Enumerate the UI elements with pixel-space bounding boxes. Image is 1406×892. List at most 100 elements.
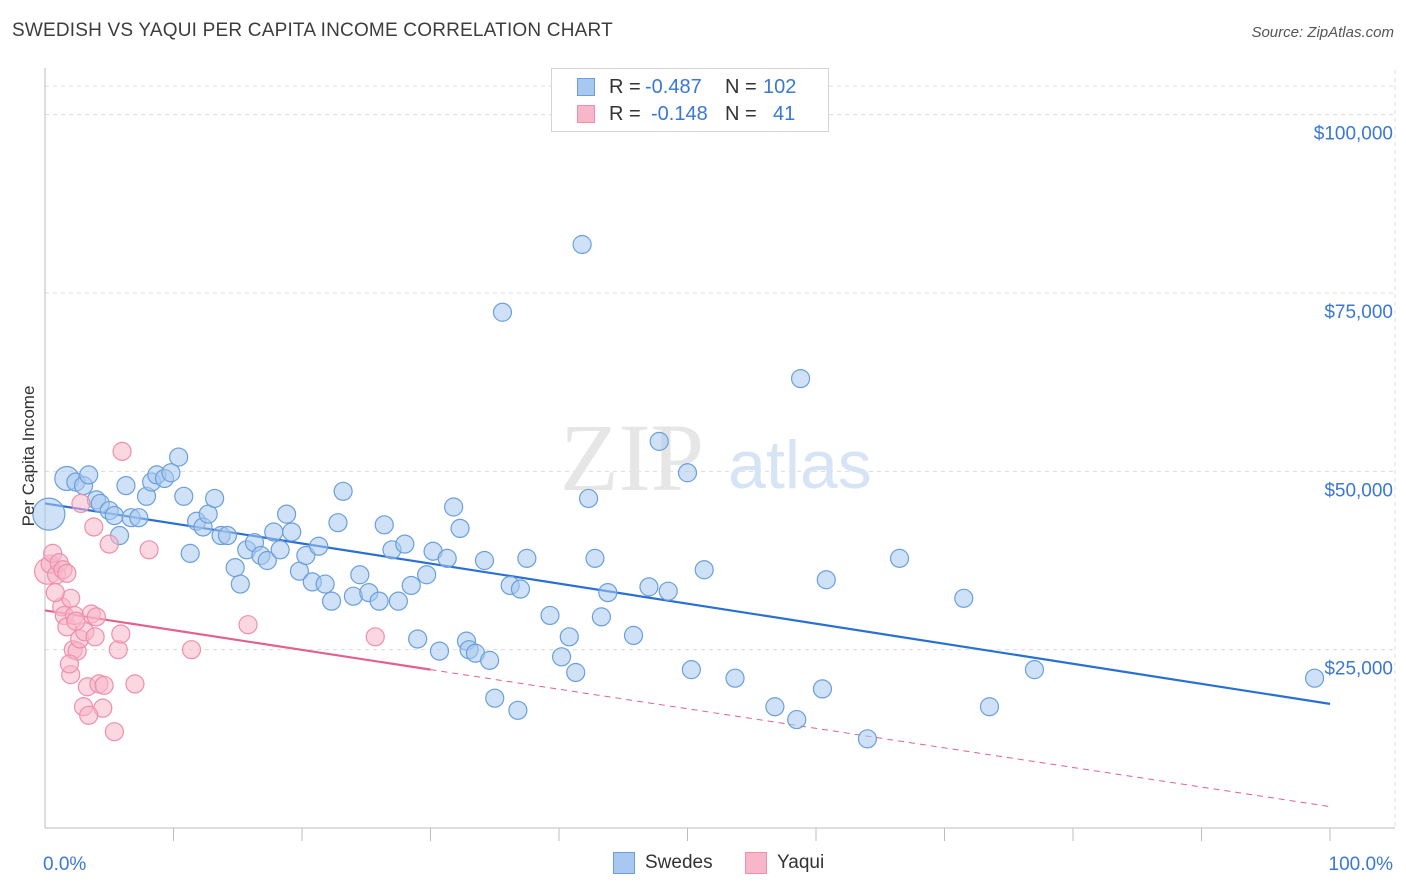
swedes-point: [492, 302, 513, 322]
swedes-point: [979, 697, 1000, 717]
r-value: -0.487: [645, 75, 702, 98]
swedes-point: [954, 588, 974, 608]
swedes-point: [205, 488, 225, 509]
yaqui-point: [84, 517, 104, 537]
swedes-point: [328, 513, 348, 533]
swedes-point: [474, 550, 495, 571]
swedes-point: [551, 647, 572, 667]
swedes-point: [270, 540, 290, 560]
swedes-point: [578, 488, 599, 509]
swedes-legend-label: Swedes: [645, 852, 713, 873]
yaqui-point: [99, 534, 119, 554]
swedes-point: [591, 607, 612, 627]
swedes-point: [437, 548, 457, 568]
yaqui-point: [66, 611, 86, 631]
swedes-swatch-icon: [577, 78, 595, 96]
swedes-point: [129, 508, 149, 528]
yaqui-point: [139, 540, 159, 560]
swedes-point: [444, 497, 464, 517]
n-label: N =: [725, 75, 757, 98]
swedes-point: [104, 505, 124, 526]
y-tick-label: $75,000: [1324, 302, 1393, 323]
y-tick-label: $25,000: [1324, 659, 1393, 680]
yaqui-trend-line: [44, 609, 431, 671]
yaqui-point: [108, 640, 128, 660]
swedes-point: [485, 688, 505, 708]
correlation-legend: R = -0.487 N = 102 R = -0.148 N = 41: [551, 68, 829, 132]
swedes-point: [401, 575, 421, 596]
swedes-point: [649, 431, 669, 451]
yaqui-swatch-icon: [577, 105, 595, 123]
swedes-point: [217, 525, 238, 546]
swedes-point: [812, 679, 833, 699]
yaqui-point: [111, 624, 131, 644]
swedes-point: [559, 627, 579, 647]
data-points: [32, 234, 1325, 749]
swedes-point: [508, 700, 528, 720]
r-value: -0.148: [651, 102, 708, 125]
swedes-point: [309, 536, 329, 556]
swedes-point: [276, 504, 297, 524]
swedes-point: [395, 534, 415, 554]
swedes-point: [450, 518, 470, 539]
watermark: ZIP atlas: [560, 404, 872, 511]
swedes-point: [517, 548, 537, 568]
swedes-point: [639, 577, 659, 597]
chart-source: Source: ZipAtlas.com: [1251, 24, 1394, 41]
swedes-point: [321, 591, 342, 611]
swedes-point: [658, 581, 678, 601]
swedes-point: [677, 463, 698, 483]
n-value: 41: [773, 102, 796, 125]
swedes-point: [566, 662, 586, 683]
axes: [44, 68, 1395, 841]
yaqui-trend-extension: [430, 669, 1331, 808]
legend-item-yaqui: Yaqui: [745, 852, 824, 874]
swedes-point: [790, 369, 811, 389]
yaqui-point: [45, 582, 65, 603]
n-value: 102: [763, 75, 797, 98]
yaqui-point: [125, 674, 145, 694]
swedes-point: [417, 565, 437, 585]
swedes-point: [694, 560, 714, 580]
r-label: R =: [609, 102, 641, 125]
swedes-point: [116, 476, 136, 496]
swedes-point: [585, 548, 605, 568]
swedes-point: [79, 465, 99, 485]
tick-labels: $25,000 $50,000 $75,000 $100,000 0.0% 100.0%: [43, 124, 1393, 875]
swedes-point: [333, 481, 353, 501]
swedes-point: [388, 591, 408, 611]
swedes-point: [540, 605, 560, 626]
swedes-point: [725, 668, 745, 688]
yaqui-point: [94, 675, 114, 695]
grid-lines: [45, 70, 1396, 828]
swedes-point: [296, 545, 316, 566]
swedes-point: [169, 447, 189, 467]
yaqui-point: [112, 441, 132, 461]
swedes-point: [787, 709, 807, 730]
swedes-point: [369, 591, 389, 611]
yaqui-point: [59, 654, 80, 674]
watermark-atlas: atlas: [728, 427, 872, 503]
swedes-point: [230, 574, 250, 594]
yaqui-point: [85, 627, 105, 647]
y-tick-label: $100,000: [1314, 124, 1393, 145]
swedes-point: [510, 579, 531, 599]
swedes-point: [1304, 668, 1325, 688]
y-tick-label: $50,000: [1324, 480, 1393, 501]
yaqui-point: [57, 563, 77, 583]
yaqui-point: [104, 722, 124, 742]
x-tick-label: 0.0%: [43, 854, 86, 875]
yaqui-point: [79, 705, 99, 725]
swedes-point: [32, 497, 66, 531]
legend-item-swedes: Swedes: [613, 852, 713, 874]
swedes-point: [572, 234, 592, 255]
swedes-point: [623, 625, 644, 646]
swedes-point: [374, 515, 394, 535]
yaqui-legend-label: Yaqui: [777, 852, 825, 873]
yaqui-point: [365, 627, 385, 647]
x-tick-label: 100.0%: [1329, 854, 1394, 875]
swedes-legend-icon: [613, 852, 635, 874]
yaqui-legend-icon: [745, 852, 767, 874]
r-label: R =: [609, 75, 641, 98]
